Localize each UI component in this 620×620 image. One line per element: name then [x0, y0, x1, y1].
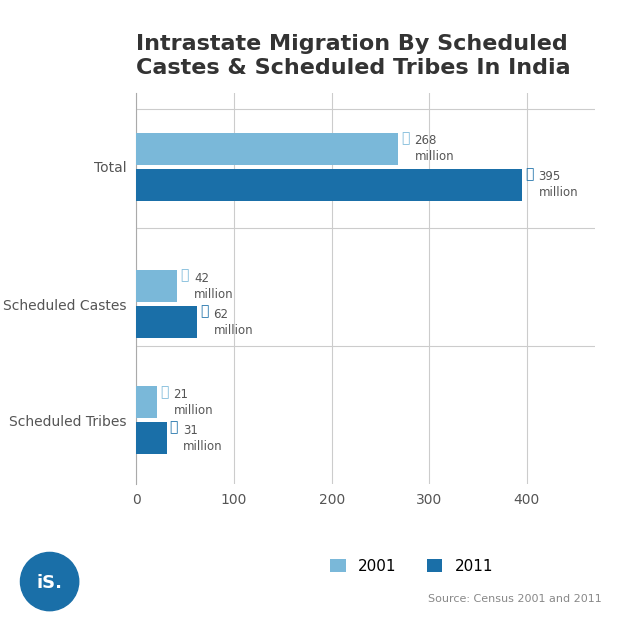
Legend: 2001, 2011: 2001, 2011: [330, 559, 493, 574]
Circle shape: [20, 552, 79, 611]
Text: 268
million: 268 million: [415, 135, 454, 164]
Bar: [136, 422, 167, 454]
Text: Intrastate Migration By Scheduled
Castes & Scheduled Tribes In India: Intrastate Migration By Scheduled Castes…: [136, 34, 571, 78]
Text: 🚶: 🚶: [525, 167, 533, 181]
Text: Source: Census 2001 and 2011: Source: Census 2001 and 2011: [428, 595, 601, 604]
Bar: [136, 169, 522, 201]
Text: 31
million: 31 million: [184, 423, 223, 453]
Text: 🚶: 🚶: [170, 420, 178, 435]
Text: 62
million: 62 million: [213, 308, 253, 337]
Text: 🚶: 🚶: [160, 385, 168, 399]
Bar: [136, 133, 398, 165]
Text: 42
million: 42 million: [194, 272, 234, 301]
Bar: [136, 306, 197, 338]
Text: iS.: iS.: [37, 574, 63, 592]
Text: 395
million: 395 million: [539, 170, 578, 200]
Text: 21
million: 21 million: [174, 388, 213, 417]
Text: 🚶: 🚶: [180, 268, 188, 283]
Text: 🚶: 🚶: [401, 131, 409, 146]
Bar: [136, 270, 177, 302]
Bar: [136, 386, 157, 418]
Text: 🚶: 🚶: [200, 304, 208, 319]
